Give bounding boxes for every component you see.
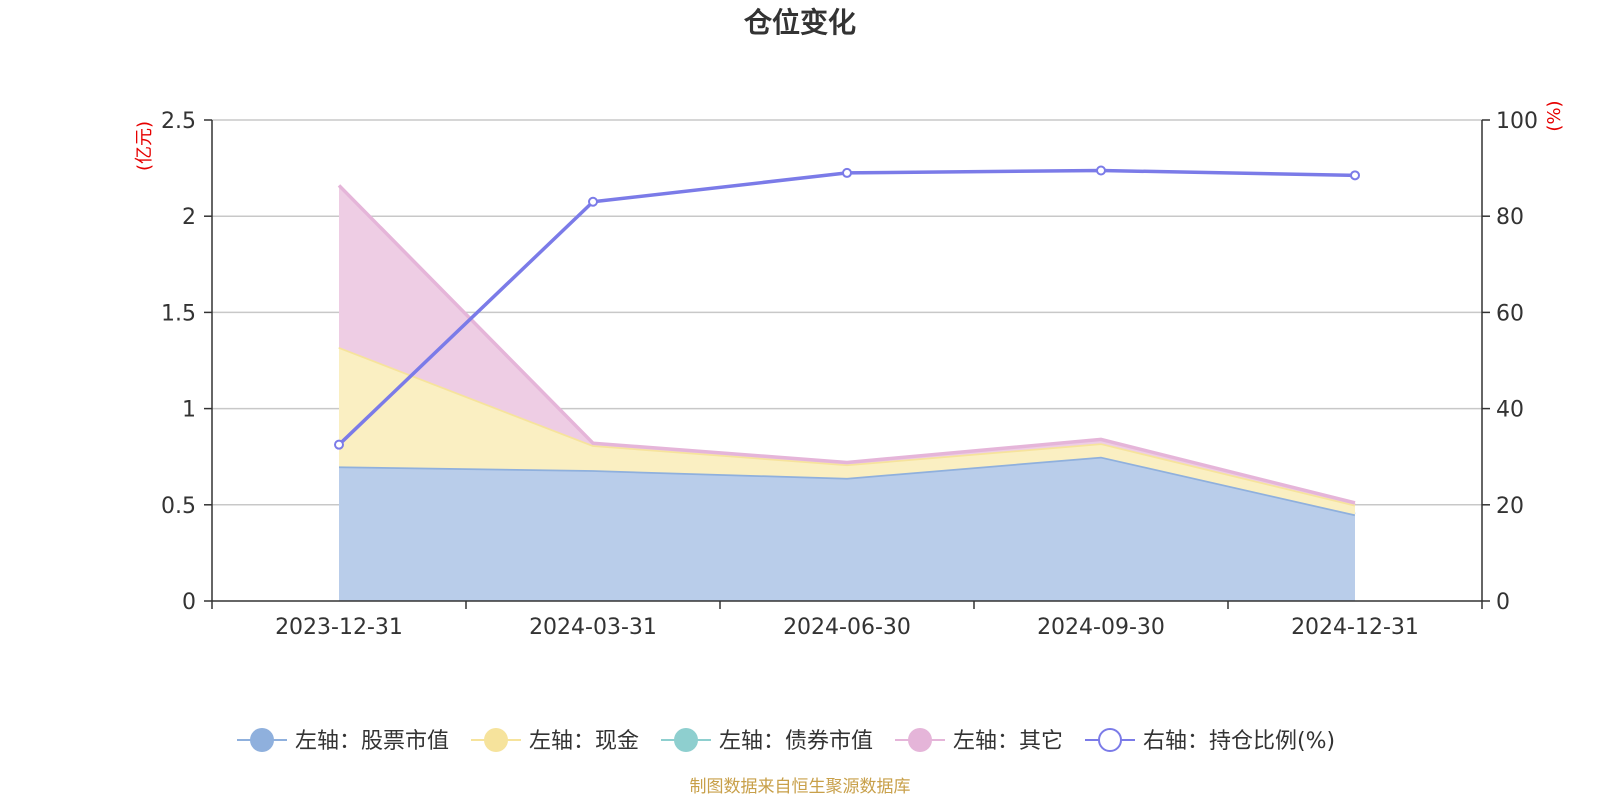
chart-title: 仓位变化 bbox=[744, 6, 856, 39]
legend-item: 左轴：现金 bbox=[471, 728, 639, 754]
left-axis-tick-label: 2 bbox=[182, 205, 196, 230]
holding-ratio-point bbox=[1096, 165, 1106, 176]
left-axis-unit-label: (亿元) bbox=[134, 121, 155, 171]
legend-label: 左轴：股票市值 bbox=[295, 729, 449, 754]
legend-label: 左轴：债券市值 bbox=[719, 729, 873, 754]
legend-item: 左轴：其它 bbox=[895, 728, 1063, 754]
stacked-area-series bbox=[337, 184, 1356, 601]
left-axis-tick-label: 2.5 bbox=[161, 109, 196, 134]
left-axis-tick-label: 0 bbox=[182, 590, 196, 615]
x-axis-tick-label: 2024-03-31 bbox=[529, 615, 657, 640]
right-axis-tick-label: 80 bbox=[1496, 205, 1524, 230]
legend-item: 右轴：持仓比例(%) bbox=[1085, 728, 1335, 754]
axes: 0 0.5 1 1.5 2 2.5 0 20 40 60 80 100 2023-12-31 2024-0… bbox=[161, 109, 1538, 640]
x-axis-tick-label: 2024-12-31 bbox=[1291, 615, 1419, 640]
legend: 左轴：股票市值 左轴：现金 左轴：债券市值 左轴：其它 右轴：持仓比例(%) bbox=[237, 728, 1335, 754]
holding-ratio-point bbox=[588, 196, 598, 207]
right-axis-tick-label: 0 bbox=[1496, 590, 1510, 615]
right-axis-unit-label: (%) bbox=[1544, 100, 1565, 131]
left-axis-tick-label: 1.5 bbox=[161, 301, 196, 326]
holding-ratio-line-series bbox=[334, 165, 1360, 450]
right-axis-tick-label: 100 bbox=[1496, 109, 1538, 134]
x-axis-tick-label: 2023-12-31 bbox=[275, 615, 403, 640]
legend-label: 左轴：其它 bbox=[953, 729, 1063, 754]
legend-marker-circle bbox=[250, 728, 274, 752]
right-axis-tick-label: 20 bbox=[1496, 494, 1524, 519]
area-fill bbox=[339, 456, 1355, 601]
legend-marker-circle bbox=[908, 728, 932, 752]
right-axis-tick-label: 60 bbox=[1496, 301, 1524, 326]
holding-ratio-point bbox=[842, 167, 852, 178]
x-axis-tick-label: 2024-06-30 bbox=[783, 615, 911, 640]
area-fill bbox=[339, 347, 1355, 515]
legend-label: 左轴：现金 bbox=[529, 729, 639, 754]
legend-marker-circle bbox=[484, 728, 508, 752]
area-top-line bbox=[337, 184, 1356, 505]
data-source-note: 制图数据来自恒生聚源数据库 bbox=[690, 777, 911, 797]
legend-marker-circle bbox=[674, 728, 698, 752]
left-axis-tick-label: 0.5 bbox=[161, 494, 196, 519]
holding-ratio-point bbox=[334, 439, 344, 450]
right-axis-tick-label: 40 bbox=[1496, 398, 1524, 423]
left-axis-tick-label: 1 bbox=[182, 398, 196, 423]
legend-marker-circle bbox=[1098, 728, 1122, 752]
x-axis-tick-label: 2024-09-30 bbox=[1037, 615, 1165, 640]
legend-label: 右轴：持仓比例(%) bbox=[1143, 729, 1335, 754]
holding-ratio-point bbox=[1350, 170, 1360, 181]
legend-item: 左轴：股票市值 bbox=[237, 728, 449, 754]
legend-item: 左轴：债券市值 bbox=[661, 728, 873, 754]
